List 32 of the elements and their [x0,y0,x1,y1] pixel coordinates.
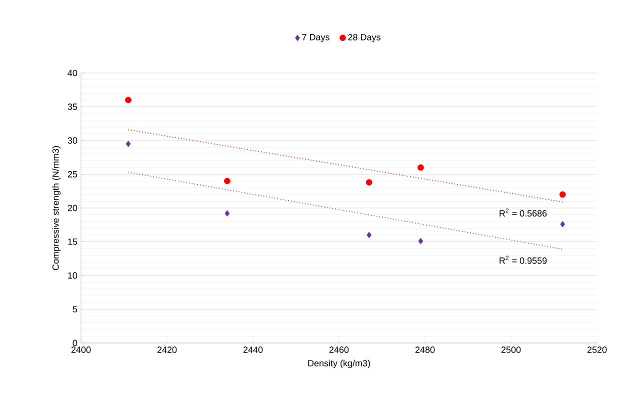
point [125,96,132,104]
point [366,179,372,186]
y-tick-label: 25 [68,171,78,178]
x-tick-label: 2520 [587,346,607,353]
point [560,221,566,228]
y-tick-label: 30 [68,137,78,144]
y-tick-label: 15 [68,238,78,245]
y-axis-title: Compressive strength (N/mm3) [52,146,61,270]
point [418,238,424,244]
y-tick-label: 35 [68,104,78,110]
point [126,140,131,148]
x-tick-label: 2440 [243,346,263,353]
point [559,191,566,198]
y-tick-label: 10 [68,272,78,279]
x-axis-title: Density (kg/m3) [308,360,370,368]
y-tick-label: 0 [72,340,78,346]
point [418,164,424,171]
x-tick-label: 2500 [501,346,521,353]
y-tick-label: 5 [72,306,78,312]
point [224,178,230,184]
point [366,232,372,238]
annotation: R$^{2}$ = 0.5686 [500,208,547,217]
x-tick-label: 2480 [415,346,435,353]
y-tick-label: 40 [68,70,78,76]
y-tick-label: 20 [68,204,78,212]
x-tick-label: 2460 [329,346,349,353]
legend-label: 28 Days [348,34,380,42]
annotation: R$^{2}$ = 0.9559 [500,256,547,264]
x-tick-label: 2400 [71,346,91,353]
point [224,210,230,217]
legend-label: 7 Days [302,34,330,42]
x-tick-label: 2420 [157,346,177,353]
